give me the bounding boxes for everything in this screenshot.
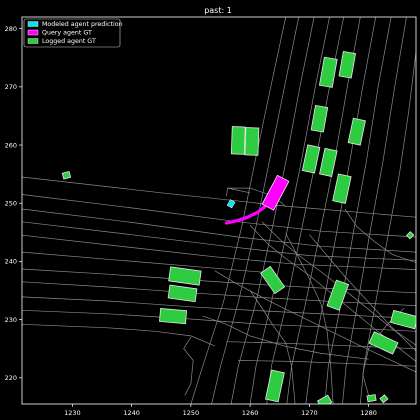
lane-line <box>22 251 274 274</box>
x-axis: 1230 1240 1250 1260 1270 1280 <box>64 404 377 417</box>
y-tick-label: 220 <box>5 374 17 382</box>
lane-line <box>227 187 286 207</box>
lane-line <box>344 208 416 263</box>
modeled-agent-prediction <box>226 199 236 209</box>
lane-line <box>22 296 416 319</box>
legend-box <box>23 18 121 48</box>
lane-line <box>214 270 416 373</box>
x-tick-label: 1240 <box>123 409 140 417</box>
lane-line <box>249 17 330 404</box>
y-tick-label: 270 <box>5 83 17 91</box>
logged-agent-box <box>318 56 338 88</box>
chart-title: past: 1 <box>204 6 232 15</box>
lane-line <box>183 336 194 396</box>
plot-area <box>22 17 416 404</box>
lane-line <box>202 315 369 360</box>
logged-agent-box <box>319 147 338 177</box>
logged-agent-box <box>338 50 357 79</box>
y-axis: 220 230 240 250 260 270 280 <box>5 25 22 382</box>
logged-agent-box <box>405 231 415 240</box>
lane-line <box>22 176 416 218</box>
lane-line <box>238 360 416 367</box>
y-tick-label: 280 <box>5 25 17 33</box>
logged-agent-box <box>368 331 399 355</box>
x-tick-label: 1260 <box>242 409 259 417</box>
x-tick-label: 1280 <box>360 409 377 417</box>
lane-line <box>230 17 315 404</box>
plot-frame <box>21 16 417 405</box>
lane-line <box>22 281 416 306</box>
legend-label-query: Query agent GT <box>42 30 92 37</box>
legend: Modeled agent prediction Query agent GT … <box>23 18 123 48</box>
lane-line <box>211 17 300 404</box>
logged-agent-box <box>332 173 352 204</box>
x-tick-label: 1230 <box>64 409 81 417</box>
lane-line <box>305 17 377 404</box>
legend-swatch-query <box>27 29 39 36</box>
logged-agent-box <box>264 369 285 403</box>
lane-line <box>226 341 416 350</box>
legend-swatch-logged <box>27 38 39 44</box>
lane-line <box>261 221 416 346</box>
road-lanes <box>22 17 416 404</box>
logged-agent-box <box>326 279 350 311</box>
legend-swatch-prediction <box>27 21 39 27</box>
lane-line <box>359 51 416 404</box>
logged-agent-box <box>347 117 366 146</box>
logged-agent-box <box>61 170 72 180</box>
lane-line <box>22 323 215 347</box>
query-agent-box <box>261 174 290 211</box>
lane-line <box>22 309 416 332</box>
agents-layer <box>61 50 416 404</box>
lane-line <box>309 234 416 352</box>
logged-agent-box <box>366 394 377 403</box>
logged-agent-box <box>316 394 333 404</box>
logged-agent-box <box>167 284 198 303</box>
logged-agent-box <box>244 127 260 156</box>
logged-agent-box <box>168 266 202 286</box>
x-tick-label: 1250 <box>183 409 200 417</box>
logged-agent-box <box>260 265 286 295</box>
y-tick-label: 260 <box>5 141 17 149</box>
logged-agent-box <box>230 126 246 155</box>
logged-agent-box <box>390 309 416 330</box>
lane-line <box>324 17 392 404</box>
logged-agent-box <box>301 144 321 174</box>
y-tick-label: 240 <box>5 258 17 266</box>
lane-line <box>190 17 287 404</box>
lane-line <box>22 208 416 253</box>
lane-line <box>22 234 416 270</box>
lane-line <box>22 221 416 261</box>
lane-line <box>249 290 296 404</box>
y-tick-label: 250 <box>5 200 17 208</box>
lane-line <box>226 187 251 197</box>
legend-label-prediction: Modeled agent prediction <box>42 21 123 28</box>
lane-line <box>342 17 407 404</box>
logged-agent-box <box>159 308 188 325</box>
y-tick-label: 230 <box>5 316 17 324</box>
logged-agent-box <box>310 104 329 133</box>
lane-line <box>22 268 416 294</box>
logged-agent-box <box>379 394 389 404</box>
lane-line <box>285 233 334 404</box>
legend-label-logged: Logged agent GT <box>42 38 96 45</box>
x-tick-label: 1270 <box>301 409 318 417</box>
